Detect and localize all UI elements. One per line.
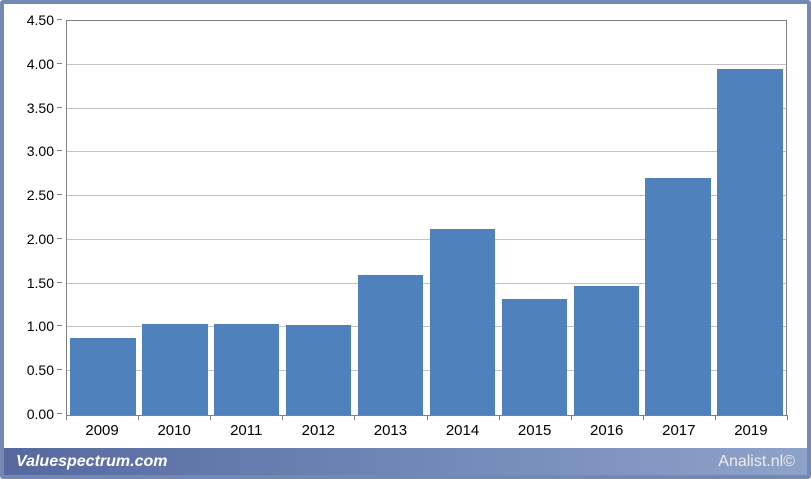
y-axis-tick — [57, 150, 62, 152]
plot-area — [66, 20, 787, 416]
bar-2019 — [717, 69, 783, 415]
x-axis-tick — [570, 415, 572, 420]
y-axis-tick — [57, 369, 62, 371]
bar-slot — [283, 21, 355, 415]
y-tick-label: 3.50 — [26, 99, 54, 116]
y-tick-label: 0.50 — [26, 362, 54, 379]
bar-slot — [67, 21, 139, 415]
y-tick-label: 4.50 — [26, 12, 54, 28]
x-tick-label: 2013 — [373, 422, 408, 439]
bars-container — [67, 21, 786, 415]
y-tick-label: 0.00 — [26, 406, 54, 422]
x-tick-label: 2016 — [590, 422, 624, 439]
x-axis-tick — [714, 415, 716, 420]
y-tick-label: 2.50 — [26, 187, 54, 204]
y-tick-label: 2.00 — [26, 230, 54, 247]
bar-2012 — [285, 324, 352, 415]
gridline — [67, 63, 786, 65]
x-axis-tick — [210, 415, 212, 420]
y-tick-label: 3.00 — [26, 143, 54, 160]
x-ticks — [66, 415, 788, 420]
gridline — [67, 238, 786, 240]
y-axis-tick — [57, 325, 62, 327]
footer-bar: Valuespectrum.com Analist.nl© — [4, 448, 807, 475]
y-axis-tick — [57, 413, 62, 414]
bar-slot — [355, 21, 427, 415]
x-axis-tick — [354, 415, 356, 420]
bar-2009 — [70, 337, 136, 415]
bar-2015 — [501, 298, 568, 415]
brand-analist: Analist.nl© — [718, 452, 795, 470]
x-axis-tick — [426, 415, 428, 420]
y-axis-tick — [57, 194, 62, 196]
x-axis-tick — [498, 415, 500, 420]
brand-valuespectrum: Valuespectrum.com — [16, 452, 168, 470]
x-axis-tick — [642, 415, 644, 420]
y-axis-tick — [57, 19, 62, 20]
bar-2011 — [214, 323, 280, 415]
y-axis-tick — [57, 237, 62, 239]
x-tick-label: 2012 — [301, 422, 336, 439]
bar-slot — [211, 21, 283, 415]
y-tick-label: 4.00 — [26, 55, 54, 72]
y-axis: 0.00 0.50 1.00 1.50 2.00 2.50 3.00 3.50 4.00 4.50 — [4, 12, 62, 422]
bar-slot — [714, 21, 786, 415]
x-axis-tick — [66, 415, 67, 420]
y-axis-tick — [57, 106, 62, 108]
x-tick-label: 2015 — [517, 422, 552, 439]
gridline — [67, 107, 786, 109]
gridline — [67, 195, 786, 197]
bar-2013 — [357, 274, 424, 415]
gridline — [67, 326, 786, 328]
bar-slot — [498, 21, 570, 415]
bar-slot — [642, 21, 714, 415]
x-axis-tick — [787, 415, 788, 420]
y-tick-label: 1.00 — [26, 318, 54, 335]
x-tick-label: 2009 — [85, 422, 119, 439]
y-tick-label: 1.50 — [26, 274, 54, 291]
x-tick-label: 2010 — [157, 422, 191, 439]
x-tick-label: 2019 — [734, 422, 768, 439]
x-tick-label: 2014 — [445, 422, 480, 439]
x-axis-tick — [282, 415, 284, 420]
x-tick-label: 2011 — [230, 422, 263, 439]
bar-2010 — [142, 323, 208, 415]
bar-slot — [570, 21, 642, 415]
gridline — [67, 151, 786, 153]
y-axis-tick — [57, 281, 62, 283]
x-axis-tick — [138, 415, 140, 420]
bar-2017 — [645, 177, 711, 415]
bar-slot — [139, 21, 211, 415]
y-axis-tick — [57, 62, 62, 64]
gridline — [67, 370, 786, 372]
x-tick-label: 2017 — [662, 422, 696, 439]
bar-2016 — [573, 286, 639, 415]
x-axis: 2009 2010 2011 2012 2013 2014 2015 2016 2017 2019 — [66, 418, 787, 439]
gridline — [67, 282, 786, 284]
bar-slot — [427, 21, 499, 415]
bar-2014 — [429, 229, 496, 415]
